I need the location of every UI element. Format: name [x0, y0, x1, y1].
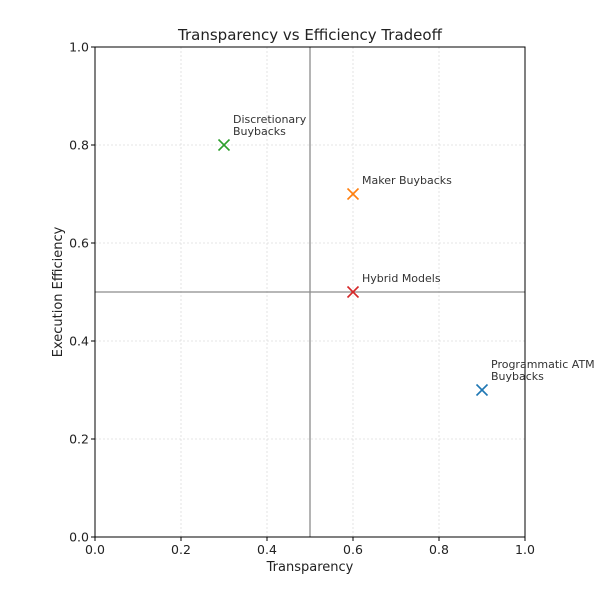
x-tick-label: 1.0: [515, 542, 535, 557]
data-point: Hybrid Models: [346, 272, 441, 299]
x-axis-label: Transparency: [266, 560, 354, 575]
y-tick-label: 0.6: [69, 236, 89, 251]
y-axis-ticks: 0.0 0.2 0.4 0.6 0.8 1.0: [69, 40, 95, 545]
x-tick-label: 0.8: [429, 542, 449, 557]
x-marker-stroke: [475, 383, 489, 397]
y-tick-label: 0.0: [69, 530, 89, 545]
x-axis-ticks: 0.0 0.2 0.4 0.6 0.8 1.0: [85, 537, 535, 557]
data-point: Maker Buybacks: [346, 174, 452, 201]
point-label: Buybacks: [491, 370, 544, 383]
y-tick-label: 0.2: [69, 432, 89, 447]
y-axis-label: Execution Efficiency: [51, 226, 66, 357]
point-label: Programmatic ATM: [491, 358, 595, 371]
point-label: Hybrid Models: [362, 272, 441, 285]
chart-title: Transparency vs Efficiency Tradeoff: [177, 26, 443, 44]
y-tick-label: 0.4: [69, 334, 89, 349]
point-label: Maker Buybacks: [362, 174, 452, 187]
reference-lines: [95, 47, 525, 537]
x-marker-stroke: [346, 187, 360, 201]
y-tick-label: 1.0: [69, 40, 89, 55]
x-tick-label: 0.4: [257, 542, 277, 557]
x-tick-label: 0.2: [171, 542, 191, 557]
x-marker-stroke: [346, 285, 360, 299]
x-tick-label: 0.0: [85, 542, 105, 557]
point-label: Buybacks: [233, 125, 286, 138]
plot-area-frame: [94, 46, 526, 538]
x-tick-label: 0.6: [343, 542, 363, 557]
x-marker-stroke: [217, 138, 231, 152]
y-tick-label: 0.8: [69, 138, 89, 153]
point-label: Discretionary: [233, 113, 307, 126]
